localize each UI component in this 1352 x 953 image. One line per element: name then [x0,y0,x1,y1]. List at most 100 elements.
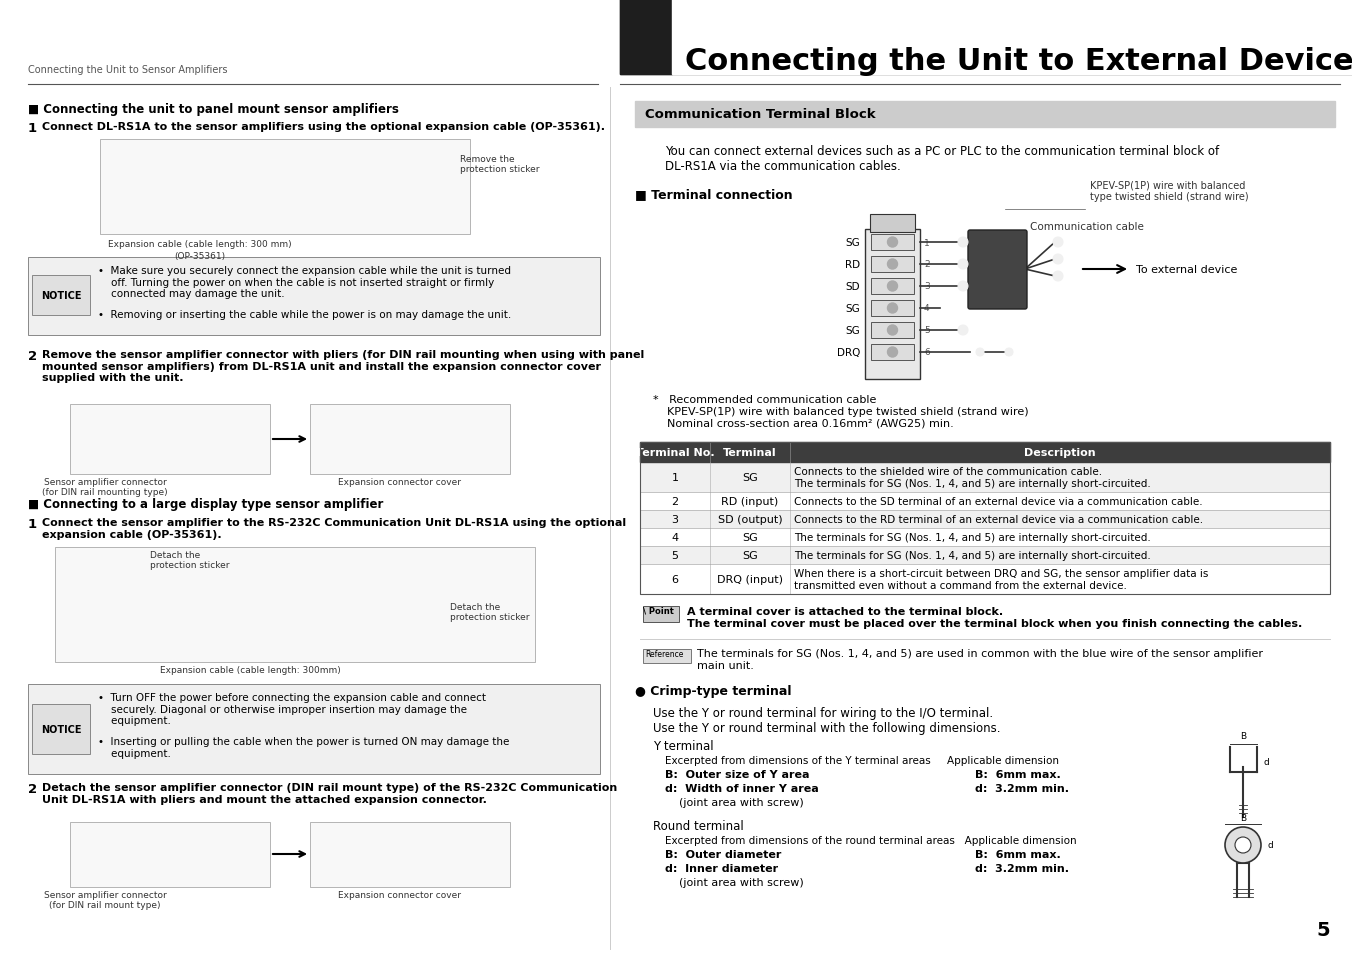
Bar [871,323,914,338]
Bar [871,278,914,294]
Bar [310,405,510,475]
Text: 2: 2 [28,782,37,795]
Text: The terminals for SG (Nos. 1, 4, and 5) are used in common with the blue wire of: The terminals for SG (Nos. 1, 4, and 5) … [698,648,1263,670]
Bar [70,822,270,887]
Text: NOTICE: NOTICE [41,291,81,301]
Bar [639,442,1330,462]
Text: 2: 2 [923,260,930,269]
Text: Sensor amplifier connector
(for DIN rail mounting type): Sensor amplifier connector (for DIN rail… [42,477,168,497]
Text: Remove the
protection sticker: Remove the protection sticker [460,154,539,174]
Text: Communication Terminal Block: Communication Terminal Block [645,109,876,121]
Text: When there is a short-circuit between DRQ and SG, the sensor amplifier data is
t: When there is a short-circuit between DR… [794,569,1209,590]
Text: Detach the
protection sticker: Detach the protection sticker [150,551,230,570]
Text: Connect the sensor amplifier to the RS-232C Communication Unit DL-RS1A using the: Connect the sensor amplifier to the RS-2… [42,517,626,539]
Text: The terminals for SG (Nos. 1, 4, and 5) are internally short-circuited.: The terminals for SG (Nos. 1, 4, and 5) … [794,533,1151,542]
Text: SG: SG [742,551,758,560]
Text: d: d [1267,841,1272,850]
Text: d:  3.2mm min.: d: 3.2mm min. [975,783,1069,793]
Text: d: d [1263,758,1268,767]
Text: 5: 5 [923,326,930,335]
Text: 2: 2 [672,497,679,506]
Circle shape [887,348,898,357]
Bar [100,140,470,234]
Text: 4: 4 [923,304,930,314]
FancyBboxPatch shape [968,231,1028,310]
Bar [635,102,1334,128]
Text: (OP-35361): (OP-35361) [174,252,226,261]
Circle shape [1234,837,1251,853]
Text: 6: 6 [923,348,930,357]
Text: Connecting the Unit to External Devices: Connecting the Unit to External Devices [685,48,1352,76]
Text: Connects to the shielded wire of the communication cable.
The terminals for SG (: Connects to the shielded wire of the com… [794,467,1151,488]
Text: A terminal cover is attached to the terminal block.
The terminal cover must be p: A terminal cover is attached to the term… [687,606,1302,628]
Text: 1: 1 [923,238,930,247]
Bar [621,0,1352,75]
Text: 1: 1 [28,122,37,135]
Text: 6: 6 [672,575,679,584]
Text: Expansion connector cover: Expansion connector cover [338,890,461,899]
Bar [32,704,91,754]
Text: SG: SG [845,304,860,314]
Text: B:  6mm max.: B: 6mm max. [975,849,1061,859]
Circle shape [1005,349,1013,356]
Bar [869,214,915,233]
Bar [32,275,91,315]
Text: •  Inserting or pulling the cable when the power is turned ON may damage the
   : • Inserting or pulling the cable when th… [97,737,510,758]
Circle shape [887,237,898,248]
Circle shape [959,237,968,248]
Text: 2: 2 [28,350,37,363]
Bar [639,529,1330,546]
Text: Communication cable: Communication cable [1030,222,1144,232]
Text: Connect DL-RS1A to the sensor amplifiers using the optional expansion cable (OP-: Connect DL-RS1A to the sensor amplifiers… [42,122,604,132]
Text: •  Removing or inserting the cable while the power is on may damage the unit.: • Removing or inserting the cable while … [97,310,511,319]
Circle shape [887,260,898,270]
Text: To external device: To external device [1136,265,1237,274]
Text: ■ Terminal connection: ■ Terminal connection [635,188,792,201]
Text: Connects to the SD terminal of an external device via a communication cable.: Connects to the SD terminal of an extern… [794,497,1203,506]
Text: Detach the
protection sticker: Detach the protection sticker [450,602,530,621]
Bar [310,822,510,887]
Text: ■ Connecting to a large display type sensor amplifier: ■ Connecting to a large display type sen… [28,497,384,511]
Text: 3: 3 [672,515,679,524]
Text: 1: 1 [672,473,679,482]
Text: Connects to the RD terminal of an external device via a communication cable.: Connects to the RD terminal of an extern… [794,515,1203,524]
Text: Expansion cable (cable length: 300 mm): Expansion cable (cable length: 300 mm) [108,240,292,249]
Bar [871,256,914,273]
Text: Excerpted from dimensions of the round terminal areas   Applicable dimension: Excerpted from dimensions of the round t… [665,835,1076,845]
Bar [70,405,270,475]
Bar [871,345,914,360]
Text: Excerpted from dimensions of the Y terminal areas     Applicable dimension: Excerpted from dimensions of the Y termi… [665,755,1059,765]
Bar [639,511,1330,529]
Text: d:  Width of inner Y area: d: Width of inner Y area [665,783,819,793]
Bar [871,234,914,251]
Text: *   Recommended communication cable
    KPEV-SP(1P) wire with balanced type twis: * Recommended communication cable KPEV-S… [653,395,1029,428]
Circle shape [887,282,898,292]
Bar [639,442,1330,595]
Text: Terminal: Terminal [723,448,777,457]
Text: B: B [1240,731,1247,740]
Text: 5: 5 [1317,920,1330,939]
Text: B:  Outer size of Y area: B: Outer size of Y area [665,769,810,780]
Text: Expansion cable (cable length: 300mm): Expansion cable (cable length: 300mm) [160,665,341,675]
Text: (joint area with screw): (joint area with screw) [665,797,803,807]
Text: Detach the sensor amplifier connector (DIN rail mount type) of the RS-232C Commu: Detach the sensor amplifier connector (D… [42,782,618,803]
Text: SG: SG [742,473,758,482]
Text: RD (input): RD (input) [722,497,779,506]
Text: 1: 1 [28,517,37,531]
Text: •  Make sure you securely connect the expansion cable while the unit is turned
 : • Make sure you securely connect the exp… [97,266,511,299]
Text: 5: 5 [672,551,679,560]
Bar [639,462,1330,493]
Text: The terminals for SG (Nos. 1, 4, and 5) are internally short-circuited.: The terminals for SG (Nos. 1, 4, and 5) … [794,551,1151,560]
Text: RD: RD [845,260,860,270]
Text: SD (output): SD (output) [718,515,783,524]
Circle shape [1053,237,1063,248]
Text: d:  3.2mm min.: d: 3.2mm min. [975,863,1069,873]
Text: Use the Y or round terminal for wiring to the I/O terminal.: Use the Y or round terminal for wiring t… [653,706,994,720]
Circle shape [1225,827,1261,863]
Bar [865,230,919,379]
Text: SD: SD [845,282,860,292]
Circle shape [1053,272,1063,282]
Text: (joint area with screw): (joint area with screw) [665,877,803,887]
Text: SG: SG [845,237,860,248]
Text: ● Crimp-type terminal: ● Crimp-type terminal [635,684,791,698]
